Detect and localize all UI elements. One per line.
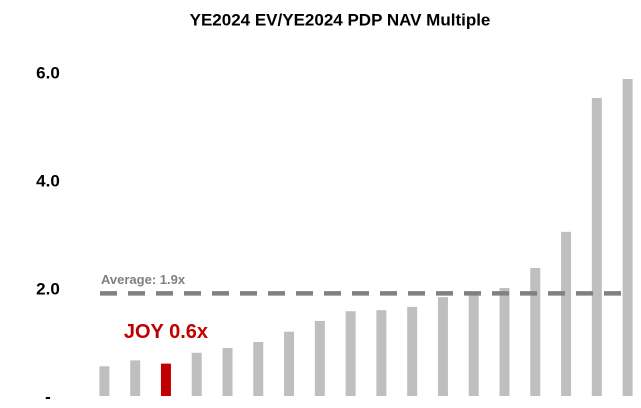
bar bbox=[561, 231, 572, 396]
y-tick-label: 2.0 bbox=[36, 279, 60, 298]
bar bbox=[191, 352, 202, 396]
annotation: JOY 0.6x bbox=[124, 321, 208, 343]
bar bbox=[130, 360, 141, 396]
y-tick-label: - bbox=[45, 387, 51, 403]
bar bbox=[591, 97, 602, 397]
bar bbox=[622, 79, 633, 397]
bar bbox=[222, 347, 233, 396]
bar bbox=[468, 291, 479, 396]
bar bbox=[99, 366, 110, 396]
bar bbox=[160, 363, 171, 396]
y-tick-label: 4.0 bbox=[36, 171, 60, 190]
y-tick-label: 6.0 bbox=[36, 63, 60, 82]
bar bbox=[499, 288, 510, 396]
bar bbox=[284, 331, 295, 396]
bar bbox=[376, 310, 387, 396]
bar bbox=[345, 311, 356, 396]
chart-title: YE2024 EV/YE2024 PDP NAV Multiple bbox=[190, 10, 491, 29]
bar bbox=[314, 320, 325, 396]
bar bbox=[253, 342, 264, 396]
bar bbox=[437, 297, 448, 396]
average-label: Average: 1.9x bbox=[101, 272, 186, 287]
bar bbox=[530, 268, 541, 396]
bar bbox=[407, 306, 418, 396]
